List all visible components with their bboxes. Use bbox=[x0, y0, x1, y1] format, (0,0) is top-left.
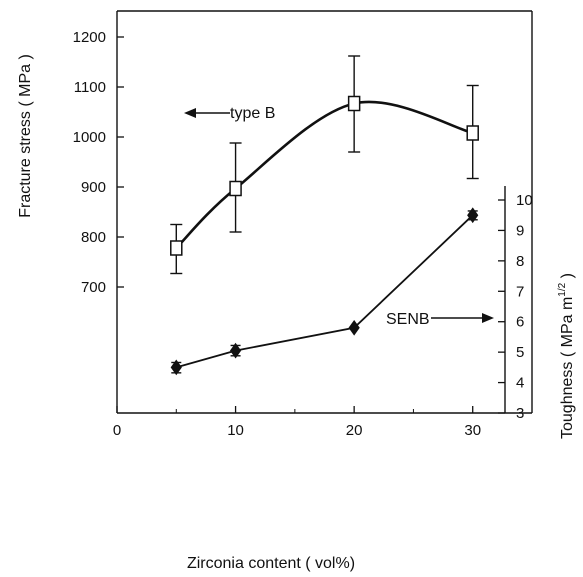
y-right-tick-label: 3 bbox=[516, 405, 524, 422]
type-b-marker bbox=[466, 125, 479, 141]
y-left-tick-label: 800 bbox=[81, 229, 106, 246]
y-left-axis-label: Fracture stress ( MPa ) bbox=[17, 54, 34, 218]
y-right-tick-label: 7 bbox=[516, 283, 524, 300]
y-right-tick-label: 10 bbox=[516, 192, 533, 209]
senb-label: SENB bbox=[386, 311, 430, 328]
x-axis-label: Zirconia content ( vol%) bbox=[187, 555, 355, 572]
plot-frame bbox=[116, 10, 533, 414]
y-right-tick-label: 6 bbox=[516, 314, 524, 331]
y-left-tick-label: 900 bbox=[81, 179, 106, 196]
senb-marker bbox=[170, 359, 182, 376]
x-tick-label: 10 bbox=[227, 422, 244, 439]
y-left-tick-label: 700 bbox=[81, 279, 106, 296]
type-b-marker bbox=[170, 240, 183, 256]
x-tick-label: 20 bbox=[346, 422, 363, 439]
y-right-axis-label: Toughness ( MPa m1/2 ) bbox=[557, 273, 576, 439]
y-left-tick-label: 1100 bbox=[74, 79, 106, 96]
series-label-senb: SENB bbox=[386, 311, 494, 328]
type-b-marker bbox=[347, 95, 361, 112]
series-layer bbox=[170, 55, 479, 376]
series-label-type-b: type B bbox=[184, 105, 275, 122]
y-right-tick-label: 5 bbox=[516, 344, 524, 361]
y-left-tick-label: 1000 bbox=[73, 129, 106, 146]
y-right-tick-label: 9 bbox=[516, 222, 524, 239]
y-left-tick-label: 1200 bbox=[73, 29, 106, 46]
senb-line bbox=[176, 214, 474, 369]
x-tick-label: 30 bbox=[464, 422, 481, 439]
senb-marker bbox=[229, 342, 242, 359]
y-right-tick-label: 8 bbox=[516, 253, 524, 270]
y-right-tick-label: 4 bbox=[516, 375, 524, 392]
type-b-marker bbox=[229, 180, 242, 197]
type-b-label: type B bbox=[230, 105, 275, 122]
senb-marker bbox=[348, 319, 360, 336]
senb-marker bbox=[467, 207, 479, 224]
type-b-curve bbox=[175, 100, 474, 249]
x-tick-label: 0 bbox=[113, 422, 121, 439]
axes: 0 10 20 30 700 800 900 1000 1100 1200 3 4 5 6 7 8 9 10 bbox=[73, 29, 533, 439]
